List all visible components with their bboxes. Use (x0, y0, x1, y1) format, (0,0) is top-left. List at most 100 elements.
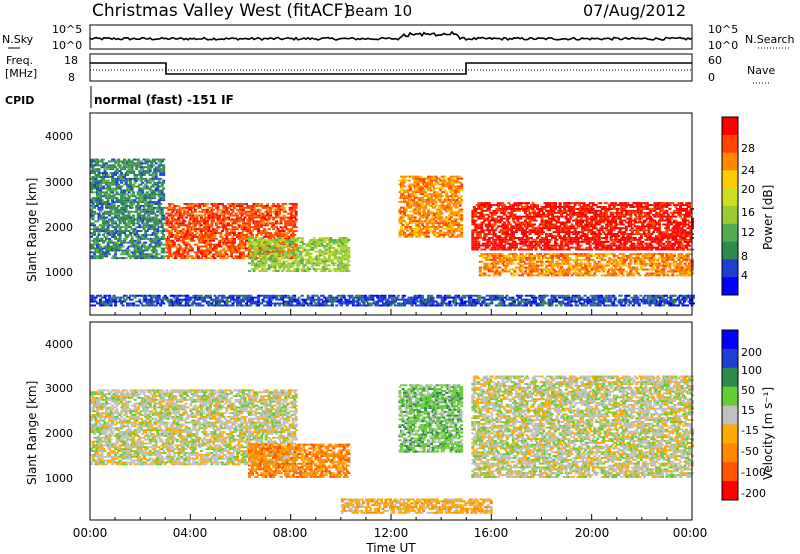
range-gate-cell (162, 172, 165, 174)
range-gate-cell (122, 201, 125, 203)
nave-label: Nave (747, 64, 775, 77)
range-gate-cell (116, 168, 119, 170)
range-gate-cell (99, 184, 102, 186)
range-gate-cell (129, 195, 132, 197)
range-gate-cell (155, 250, 158, 252)
range-gate-cell (182, 215, 185, 217)
range-gate-cell (153, 248, 156, 250)
range-gate-cell (191, 250, 194, 252)
range-gate-cell (174, 228, 177, 230)
station-title: Christmas Valley West (fitACF) (92, 1, 350, 21)
range-gate-cell (96, 195, 99, 197)
range-gate-cell (174, 213, 177, 215)
range-gate-cell (123, 168, 126, 170)
range-gate-cell (161, 224, 164, 226)
range-gate-cell (158, 205, 161, 207)
range-gate-cell (126, 188, 129, 190)
range-gate-cell (108, 238, 111, 240)
range-gate-cell (155, 172, 158, 174)
range-gate-cell (111, 199, 114, 201)
range-gate-cell (102, 159, 105, 161)
range-gate-cell (186, 211, 189, 213)
range-gate-cell (182, 219, 185, 221)
range-gate-cell (120, 182, 123, 184)
range-gate-cell (134, 201, 137, 203)
range-gate-cell (108, 193, 111, 195)
range-gate-cell (126, 248, 129, 250)
range-gate-cell (143, 222, 146, 224)
range-gate-cell (107, 166, 110, 168)
range-gate-cell (152, 174, 155, 176)
nsky-label: N.Sky (2, 33, 34, 46)
range-gate-cell (126, 170, 129, 172)
range-gate-cell (93, 244, 96, 246)
range-gate-cell (119, 222, 122, 224)
range-gate-cell (138, 170, 141, 172)
range-gate-cell (96, 250, 99, 252)
range-gate-cell (149, 219, 152, 221)
range-gate-cell (141, 257, 144, 259)
range-gate-cell (152, 164, 155, 166)
cpid-label: CPID (5, 94, 34, 107)
range-gate-cell (102, 178, 105, 180)
range-gate-cell (111, 197, 114, 199)
range-gate-cell (144, 201, 147, 203)
range-gate-cell (116, 197, 119, 199)
range-gate-cell (114, 232, 117, 234)
range-gate-cell (122, 253, 125, 255)
range-gate-cell (165, 228, 168, 230)
range-gate-cell (131, 166, 134, 168)
range-gate-cell (140, 161, 143, 163)
range-gate-cell (96, 205, 99, 207)
range-gate-cell (132, 203, 135, 205)
range-gate-cell (99, 211, 102, 213)
range-gate-cell (131, 238, 134, 240)
range-gate-cell (143, 174, 146, 176)
range-gate-cell (128, 253, 131, 255)
range-gate-cell (140, 172, 143, 174)
range-gate-cell (116, 226, 119, 228)
range-gate-cell (152, 250, 155, 252)
range-gate-cell (122, 251, 125, 253)
range-gate-cell (165, 244, 168, 246)
range-gate-cell (117, 205, 120, 207)
range-gate-cell (108, 176, 111, 178)
range-gate-cell (147, 164, 150, 166)
range-gate-cell (171, 240, 174, 242)
range-gate-cell (167, 230, 170, 232)
range-gate-cell (93, 164, 96, 166)
range-gate-cell (177, 226, 180, 228)
range-gate-cell (125, 197, 128, 199)
range-gate-cell (128, 246, 131, 248)
range-gate-cell (149, 244, 152, 246)
range-gate-cell (153, 226, 156, 228)
range-gate-cell (161, 211, 164, 213)
range-gate-cell (113, 159, 116, 161)
scatter-region-0 (90, 159, 165, 260)
range-gate-cell (98, 164, 101, 166)
range-gate-cell (122, 162, 125, 164)
range-gate-cell (174, 236, 177, 238)
range-gate-cell (129, 226, 132, 228)
range-gate-cell (138, 209, 141, 211)
range-gate-cell (98, 209, 101, 211)
range-gate-cell (135, 232, 138, 234)
range-gate-cell (140, 180, 143, 182)
range-gate-cell (182, 230, 185, 232)
range-gate-cell (152, 184, 155, 186)
range-gate-cell (108, 188, 111, 190)
range-gate-cell (114, 228, 117, 230)
range-gate-cell (168, 205, 171, 207)
range-gate-cell (156, 184, 159, 186)
range-gate-cell (179, 211, 182, 213)
range-gate-cell (186, 228, 189, 230)
range-gate-cell (185, 238, 188, 240)
range-gate-cell (152, 219, 155, 221)
range-gate-cell (138, 224, 141, 226)
range-gate-cell (137, 203, 140, 205)
range-gate-cell (125, 257, 128, 259)
range-gate-cell (101, 219, 104, 221)
range-gate-cell (129, 162, 132, 164)
range-gate-cell (162, 199, 165, 201)
range-gate-cell (168, 242, 171, 244)
